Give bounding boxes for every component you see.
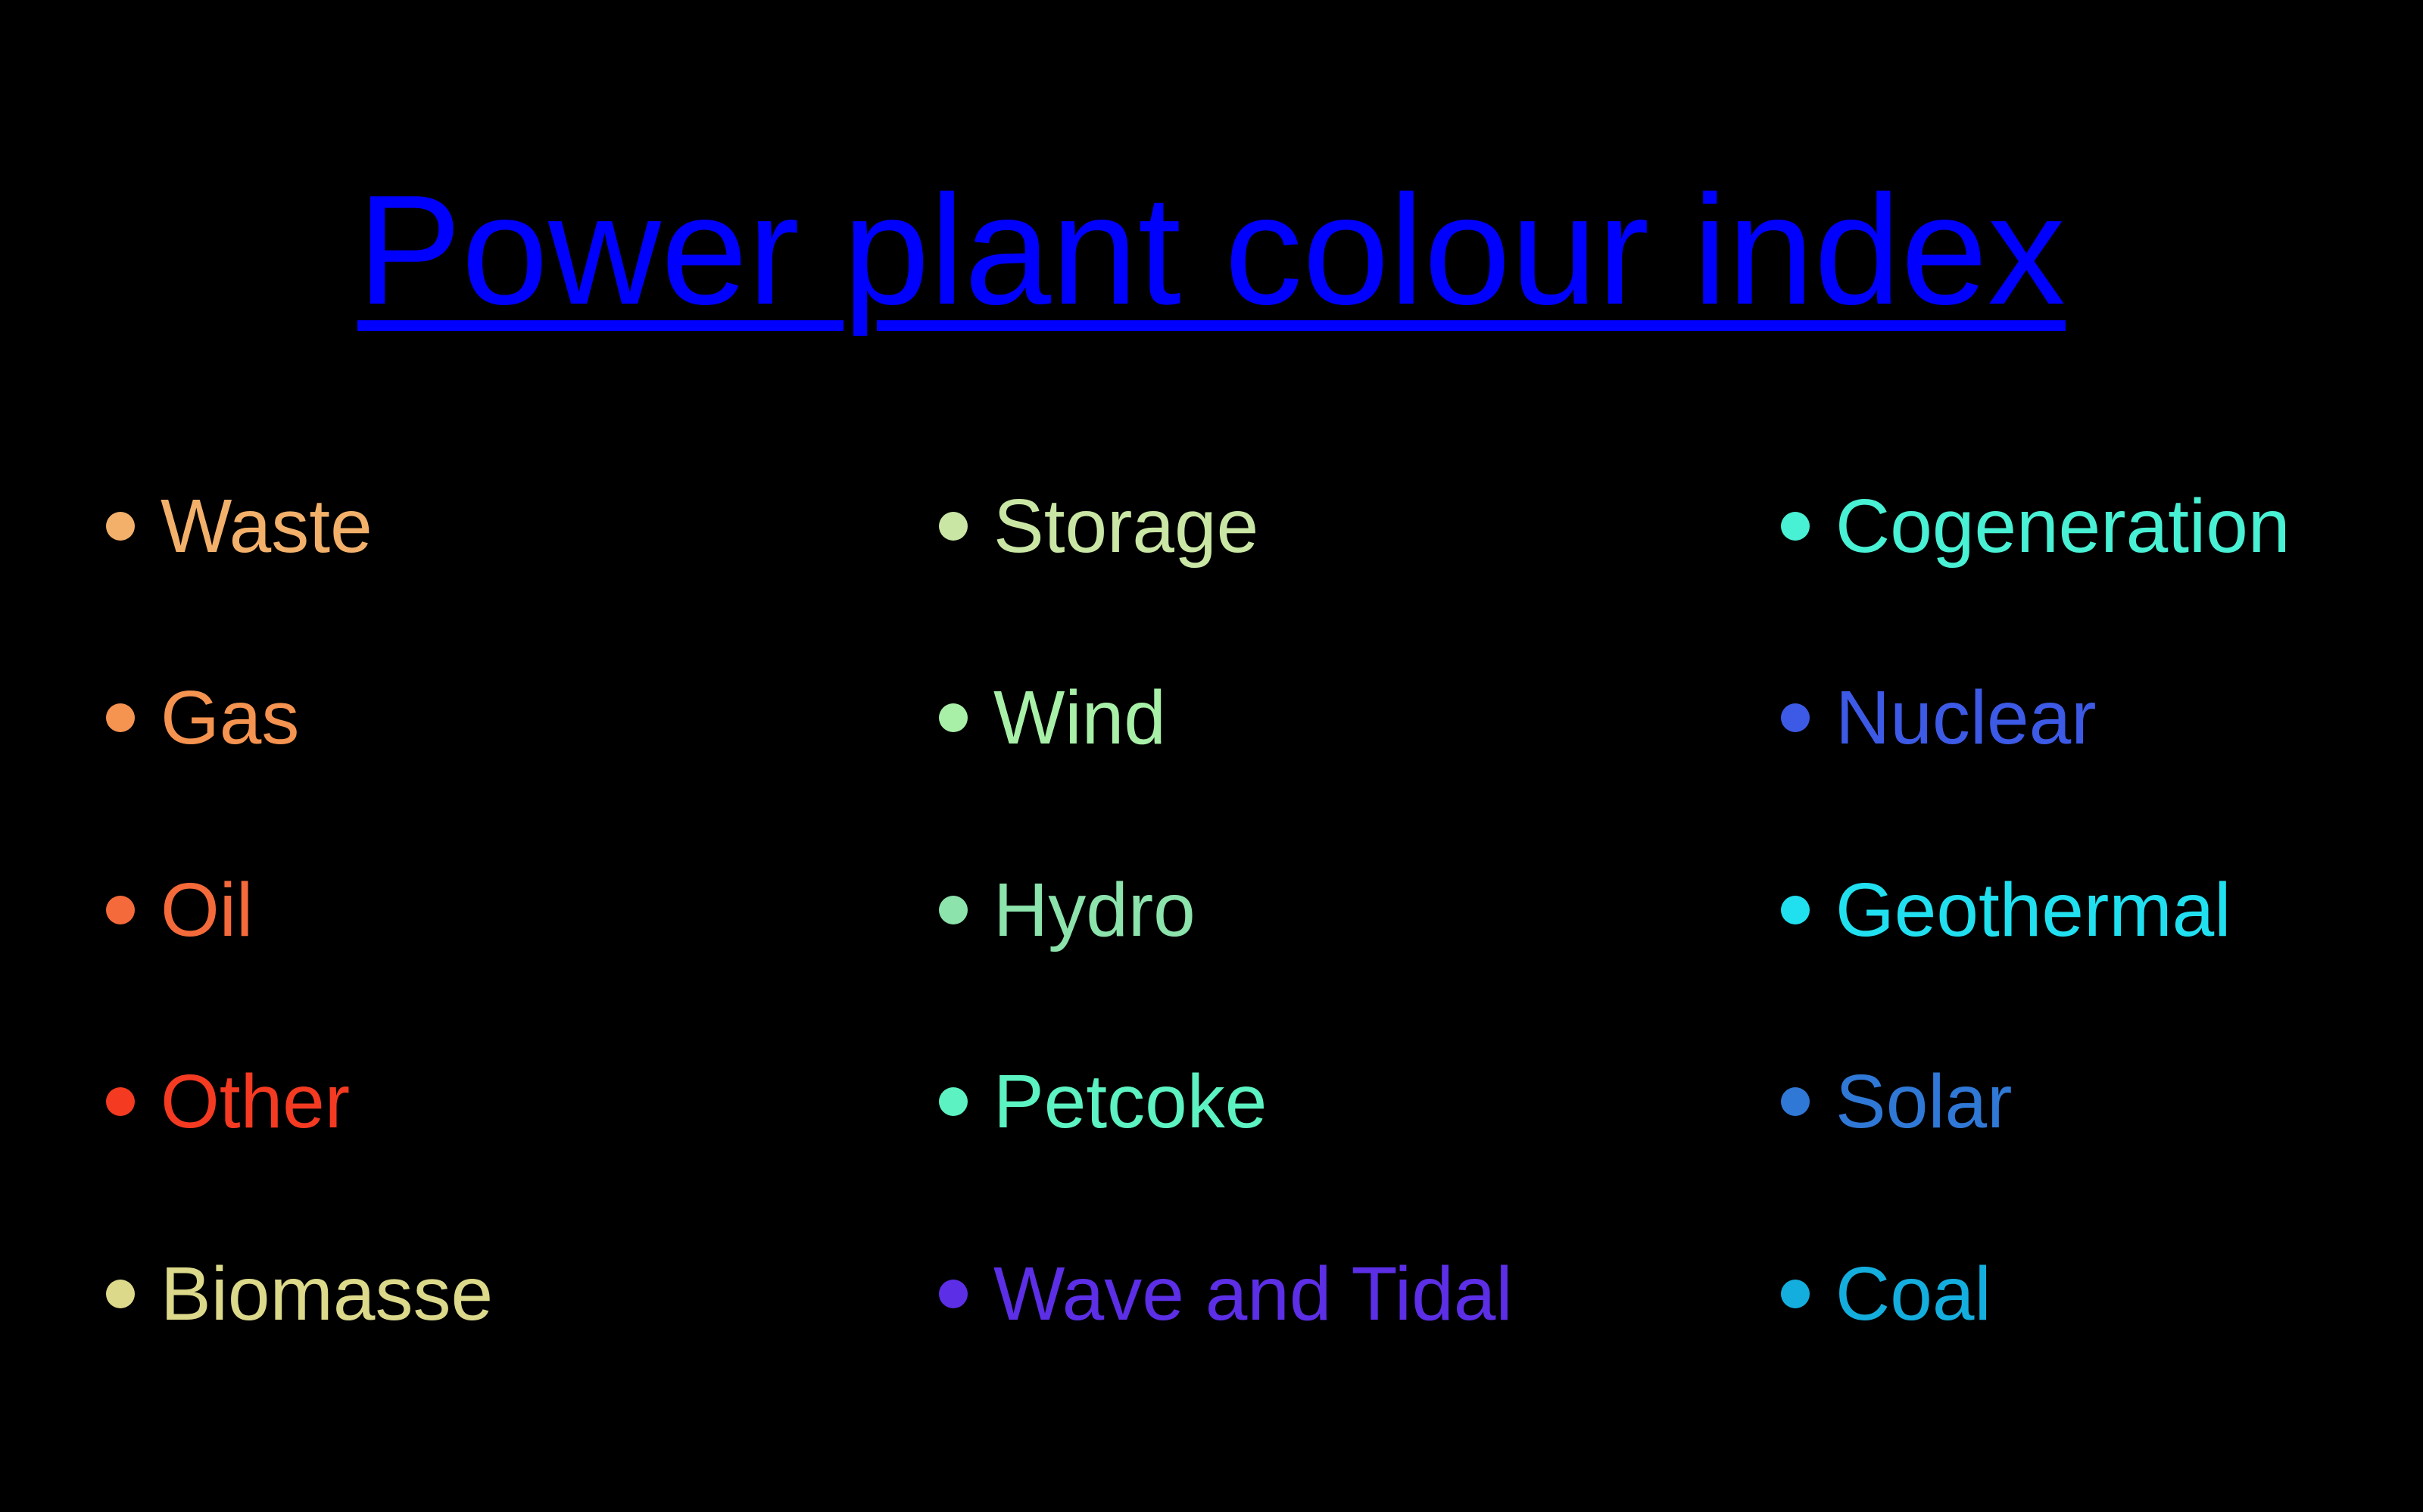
legend-label: Nuclear bbox=[1835, 675, 2097, 760]
legend-label: Wind bbox=[993, 675, 1166, 760]
legend-item-cogeneration: Cogeneration bbox=[1781, 481, 2290, 572]
legend-item-petcoke: Petcoke bbox=[939, 1056, 1267, 1147]
legend-label: Solar bbox=[1835, 1059, 2013, 1144]
legend-label: Gas bbox=[161, 675, 300, 760]
bullet-dot-icon bbox=[939, 1280, 968, 1308]
page-title: Power plant colour index bbox=[357, 163, 2066, 337]
legend-item-solar: Solar bbox=[1781, 1056, 2012, 1147]
bullet-dot-icon bbox=[1781, 896, 1810, 924]
legend-label: Coal bbox=[1835, 1252, 1991, 1336]
bullet-dot-icon bbox=[939, 1087, 968, 1116]
legend-item-other: Other bbox=[106, 1056, 350, 1147]
bullet-dot-icon bbox=[106, 703, 135, 732]
bullet-dot-icon bbox=[106, 512, 135, 541]
legend-label: Biomasse bbox=[161, 1252, 494, 1336]
legend-item-geothermal: Geothermal bbox=[1781, 865, 2231, 956]
legend-label: Waste bbox=[161, 484, 373, 569]
legend-label: Storage bbox=[993, 484, 1259, 569]
legend-label: Other bbox=[161, 1059, 351, 1144]
legend-label: Oil bbox=[161, 868, 254, 952]
legend-item-oil: Oil bbox=[106, 865, 253, 956]
bullet-dot-icon bbox=[1781, 1087, 1810, 1116]
legend-item-gas: Gas bbox=[106, 672, 299, 763]
legend-label: Geothermal bbox=[1835, 868, 2231, 952]
legend-label: Petcoke bbox=[993, 1059, 1268, 1144]
legend-item-wave-and-tidal: Wave and Tidal bbox=[939, 1249, 1513, 1339]
bullet-dot-icon bbox=[106, 1280, 135, 1308]
bullet-dot-icon bbox=[939, 512, 968, 541]
legend-item-hydro: Hydro bbox=[939, 865, 1196, 956]
legend-item-nuclear: Nuclear bbox=[1781, 672, 2097, 763]
legend-label: Hydro bbox=[993, 868, 1196, 952]
legend-label: Wave and Tidal bbox=[993, 1252, 1513, 1336]
legend-item-storage: Storage bbox=[939, 481, 1258, 572]
legend-item-wind: Wind bbox=[939, 672, 1166, 763]
bullet-dot-icon bbox=[939, 703, 968, 732]
bullet-dot-icon bbox=[1781, 1280, 1810, 1308]
bullet-dot-icon bbox=[106, 896, 135, 924]
bullet-dot-icon bbox=[1781, 703, 1810, 732]
bullet-dot-icon bbox=[106, 1087, 135, 1116]
legend-label: Cogeneration bbox=[1835, 484, 2290, 569]
legend-item-biomasse: Biomasse bbox=[106, 1249, 493, 1339]
legend-item-coal: Coal bbox=[1781, 1249, 1991, 1339]
bullet-dot-icon bbox=[939, 896, 968, 924]
bullet-dot-icon bbox=[1781, 512, 1810, 541]
legend-item-waste: Waste bbox=[106, 481, 373, 572]
